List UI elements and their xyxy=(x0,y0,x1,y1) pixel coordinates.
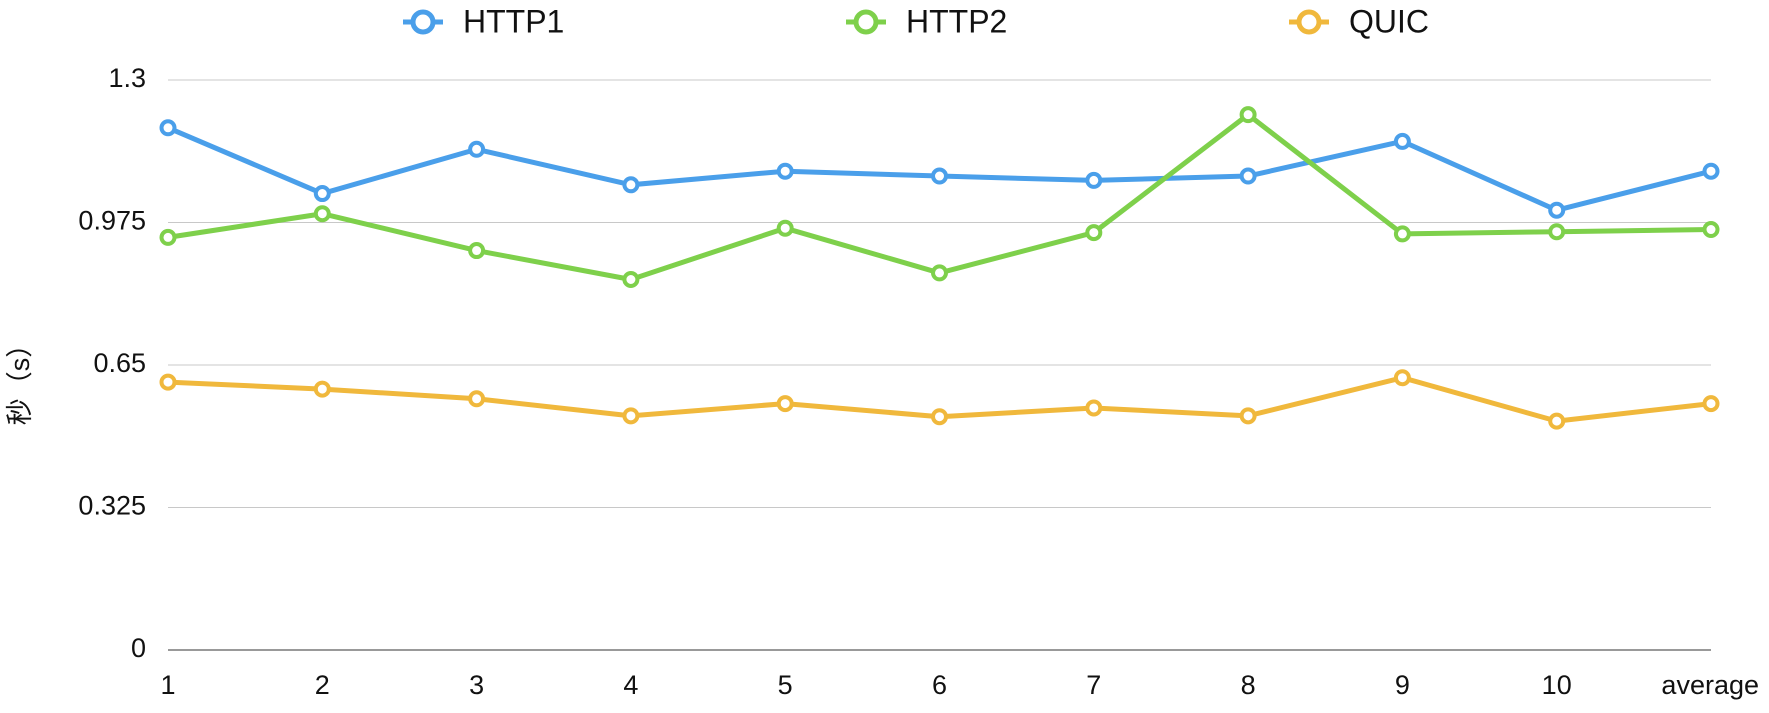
x-tick-label: 3 xyxy=(469,670,484,700)
x-tick-label: 1 xyxy=(160,670,175,700)
point-marker xyxy=(1548,223,1566,241)
point-marker xyxy=(931,264,948,282)
point-marker xyxy=(1393,225,1411,243)
point-marker xyxy=(1548,201,1566,219)
series-line xyxy=(167,112,1712,282)
point-marker xyxy=(468,390,486,408)
point-marker xyxy=(776,219,794,237)
point-marker xyxy=(1085,399,1103,417)
y-tick-label: 0.975 xyxy=(78,206,146,236)
point-marker xyxy=(1393,369,1411,387)
x-tick-label: average xyxy=(1661,670,1759,700)
point-marker xyxy=(1085,224,1103,242)
legend-marker xyxy=(1296,9,1322,35)
x-tick-label: 10 xyxy=(1542,670,1572,700)
point-marker xyxy=(1702,395,1720,413)
point-marker xyxy=(159,228,177,246)
x-tick-label: 7 xyxy=(1086,670,1101,700)
x-tick-label: 5 xyxy=(778,670,793,700)
legend-label: QUIC xyxy=(1349,3,1429,39)
point-marker xyxy=(313,380,331,398)
point-marker xyxy=(159,373,177,391)
point-marker xyxy=(1239,106,1257,124)
point-marker xyxy=(622,271,640,288)
y-tick-label: 0.325 xyxy=(78,491,146,521)
x-tick-label: 4 xyxy=(623,670,638,700)
point-marker xyxy=(313,185,331,203)
point-marker xyxy=(931,167,948,185)
point-marker xyxy=(776,395,794,413)
y-tick-label: 0.65 xyxy=(93,348,146,378)
point-marker xyxy=(1393,132,1411,150)
legend-marker xyxy=(853,9,879,35)
point-marker xyxy=(1702,162,1720,180)
point-marker xyxy=(622,176,640,194)
point-marker xyxy=(622,407,640,425)
point-marker xyxy=(776,162,794,180)
point-marker xyxy=(313,205,331,223)
x-tick-label: 9 xyxy=(1395,670,1410,700)
point-marker xyxy=(931,408,948,426)
point-marker xyxy=(468,140,486,158)
x-tick-label: 6 xyxy=(932,670,947,700)
point-marker xyxy=(1548,412,1566,430)
point-marker xyxy=(1702,221,1720,239)
y-tick-label: 0 xyxy=(131,633,146,663)
point-marker xyxy=(1085,171,1103,189)
point-marker xyxy=(159,119,177,137)
point-marker xyxy=(1239,167,1257,185)
point-marker xyxy=(1239,407,1257,425)
x-tick-label: 2 xyxy=(315,670,330,700)
point-marker xyxy=(468,242,486,260)
legend-marker xyxy=(410,9,436,35)
x-tick-label: 8 xyxy=(1241,670,1256,700)
legend-label: HTTP2 xyxy=(906,3,1007,39)
legend-label: HTTP1 xyxy=(463,3,564,39)
y-axis-label: 秒（s） xyxy=(5,331,35,426)
y-tick-label: 1.3 xyxy=(108,63,146,93)
